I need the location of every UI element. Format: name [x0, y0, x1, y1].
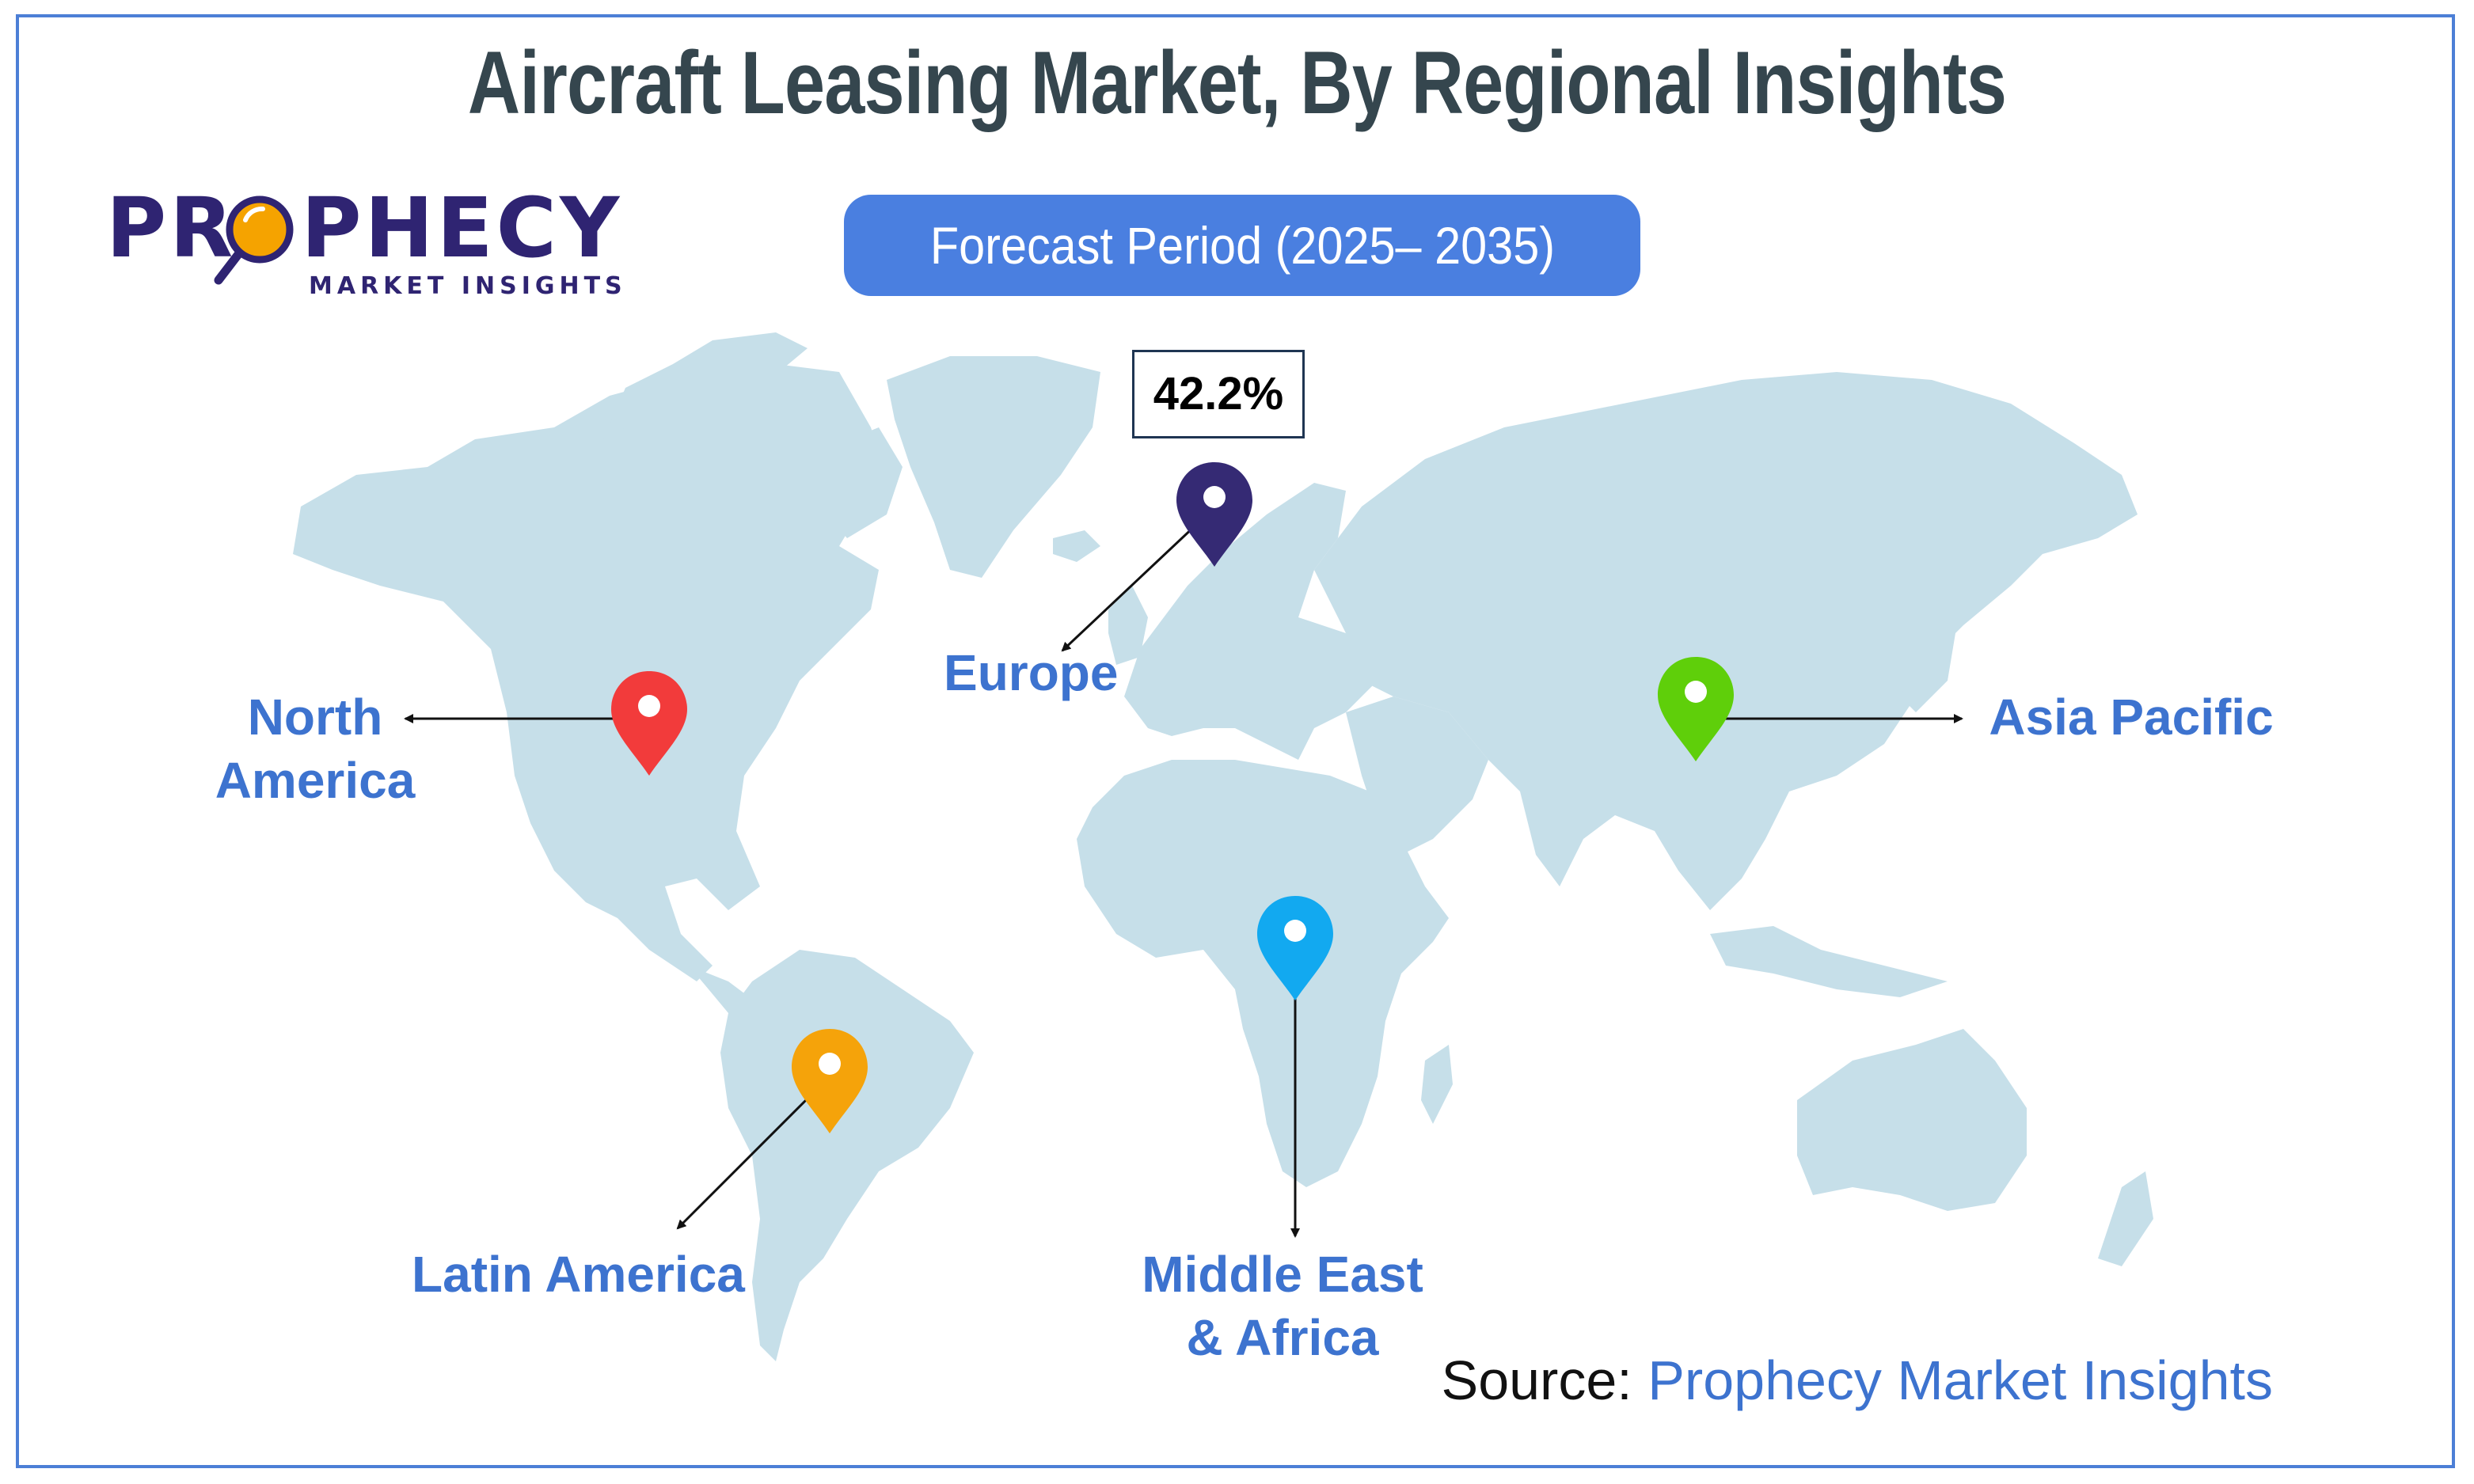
japan-landmass — [1900, 609, 1955, 712]
region-label-middle-east-africa: Middle East & Africa — [1140, 1243, 1425, 1369]
pin-latin-america — [792, 1029, 868, 1133]
connector-lines — [404, 522, 1963, 1238]
logo-subtitle: MARKET INSIGHTS — [309, 272, 627, 300]
south-america-landmass — [720, 950, 974, 1361]
africa-landmass — [1077, 760, 1449, 1187]
region-label-latin-america: Latin America — [412, 1243, 745, 1306]
landmass-group — [293, 332, 2153, 1361]
baffin-island — [808, 427, 903, 538]
magnifier-icon — [214, 195, 294, 285]
source-prefix: Source: — [1441, 1349, 1648, 1411]
latin-america-connector — [676, 1099, 808, 1230]
middle-east-africa-line2: & Africa — [1186, 1309, 1379, 1366]
region-label-europe: Europe — [944, 641, 1118, 704]
region-label-north-america: North America — [212, 685, 418, 812]
europe-line1: Europe — [944, 644, 1119, 701]
source-name[interactable]: Prophecy Market Insights — [1647, 1349, 2273, 1411]
madagascar-landmass — [1421, 1045, 1453, 1124]
page-title: Aircraft Leasing Market, By Regional Ins… — [467, 33, 2007, 132]
pin-middle-east-africa — [1257, 896, 1333, 1000]
uk-landmass — [1108, 586, 1148, 665]
north-america-line1: North — [247, 689, 383, 746]
australia-landmass — [1797, 1029, 2027, 1211]
europe-share-value: 42.2% — [1132, 350, 1305, 438]
source-credit: Source: Prophecy Market Insights — [1442, 1349, 2274, 1412]
logo-word-left: PR — [106, 180, 237, 276]
middle-east-landmass — [1346, 696, 1488, 855]
asia-pacific-line1: Asia Pacific — [1989, 689, 2274, 746]
forecast-period-label: Forecast Period (2025– 2035) — [929, 216, 1555, 275]
forecast-period-badge: Forecast Period (2025– 2035) — [844, 195, 1640, 296]
logo-wordmark: PR PHECY — [106, 180, 622, 275]
latin-america-line1: Latin America — [412, 1246, 745, 1303]
arctic-islands — [602, 332, 808, 443]
asia-landmass — [1314, 372, 2138, 910]
pin-asia-pacific — [1658, 657, 1734, 761]
middle-east-africa-line1: Middle East — [1142, 1246, 1423, 1303]
europe-landmass — [1124, 483, 1378, 760]
region-label-asia-pacific: Asia Pacific — [1989, 685, 2274, 749]
iceland-landmass — [1053, 530, 1100, 562]
north-america-line2: America — [215, 752, 416, 809]
greenland-landmass — [887, 356, 1100, 578]
pin-north-america — [611, 671, 687, 776]
new-zealand-landmass — [2098, 1171, 2153, 1266]
sea-islands — [1710, 926, 1948, 997]
logo-word-right: PHECY — [301, 180, 623, 276]
north-america-landmass — [293, 364, 887, 981]
pin-europe — [1176, 462, 1252, 567]
prophecy-logo: PR PHECY MARKET INSIGHTS — [106, 180, 629, 307]
europe-connector — [1061, 522, 1199, 652]
page-frame — [16, 14, 2455, 1468]
